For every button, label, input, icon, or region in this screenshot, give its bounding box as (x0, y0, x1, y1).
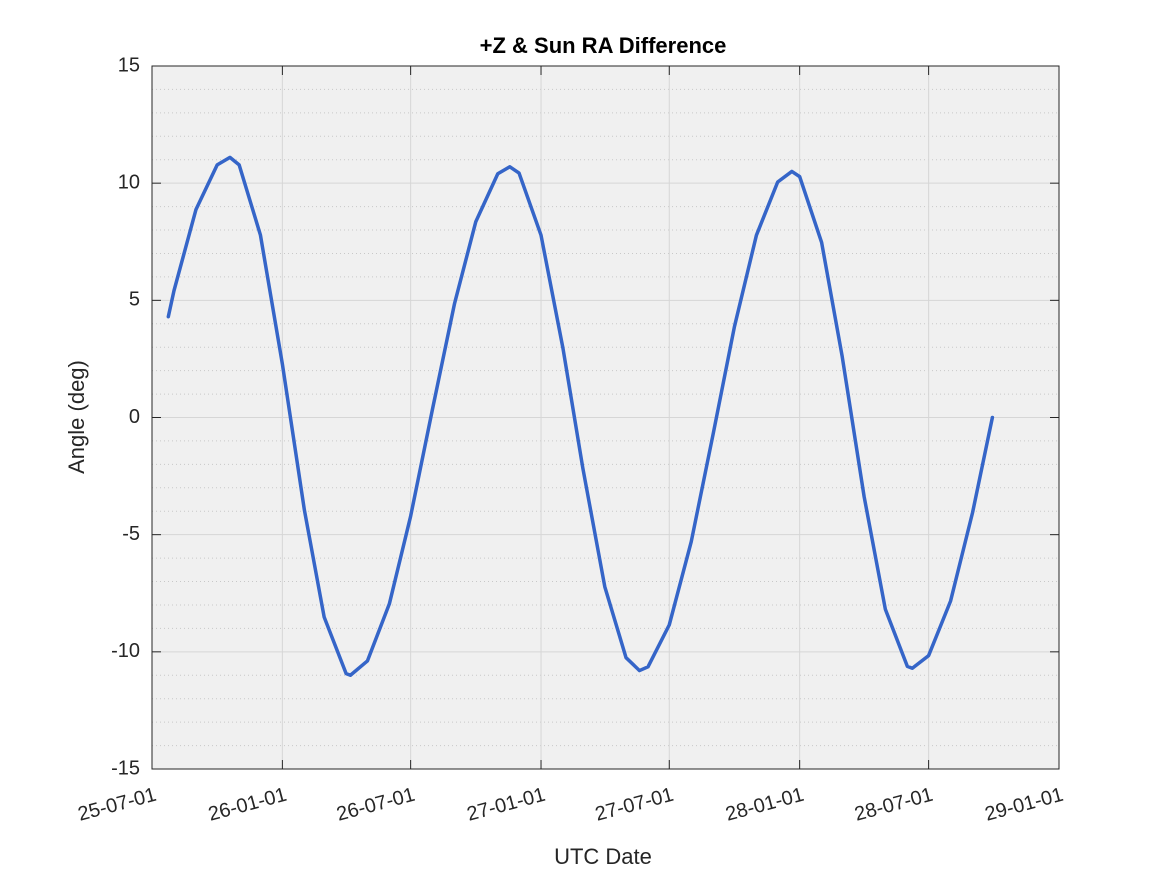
y-tick-label: 0 (129, 406, 140, 428)
y-tick-label: 5 (129, 289, 140, 311)
y-tick-label: -10 (111, 640, 140, 662)
x-axis-label: UTC Date (554, 844, 652, 869)
x-tick-label: 27-01-01 (465, 784, 548, 826)
y-tick-label: -5 (122, 523, 140, 545)
data-line (166, 155, 995, 678)
x-tick-label: 25-07-01 (76, 784, 159, 826)
x-tick-label: 28-07-01 (852, 784, 935, 826)
x-tick-label: 27-07-01 (593, 784, 676, 826)
chart-title: +Z & Sun RA Difference (480, 33, 727, 58)
y-axis-label: Angle (deg) (64, 360, 89, 474)
x-tick-label: 26-01-01 (206, 784, 289, 826)
y-tick-label: 10 (118, 171, 140, 193)
y-tick-label: -15 (111, 757, 140, 779)
x-tick-label: 26-07-01 (334, 784, 417, 826)
y-tick-label: 15 (118, 54, 140, 76)
x-tick-label: 28-01-01 (723, 784, 806, 826)
x-tick-label: 29-01-01 (983, 784, 1066, 826)
